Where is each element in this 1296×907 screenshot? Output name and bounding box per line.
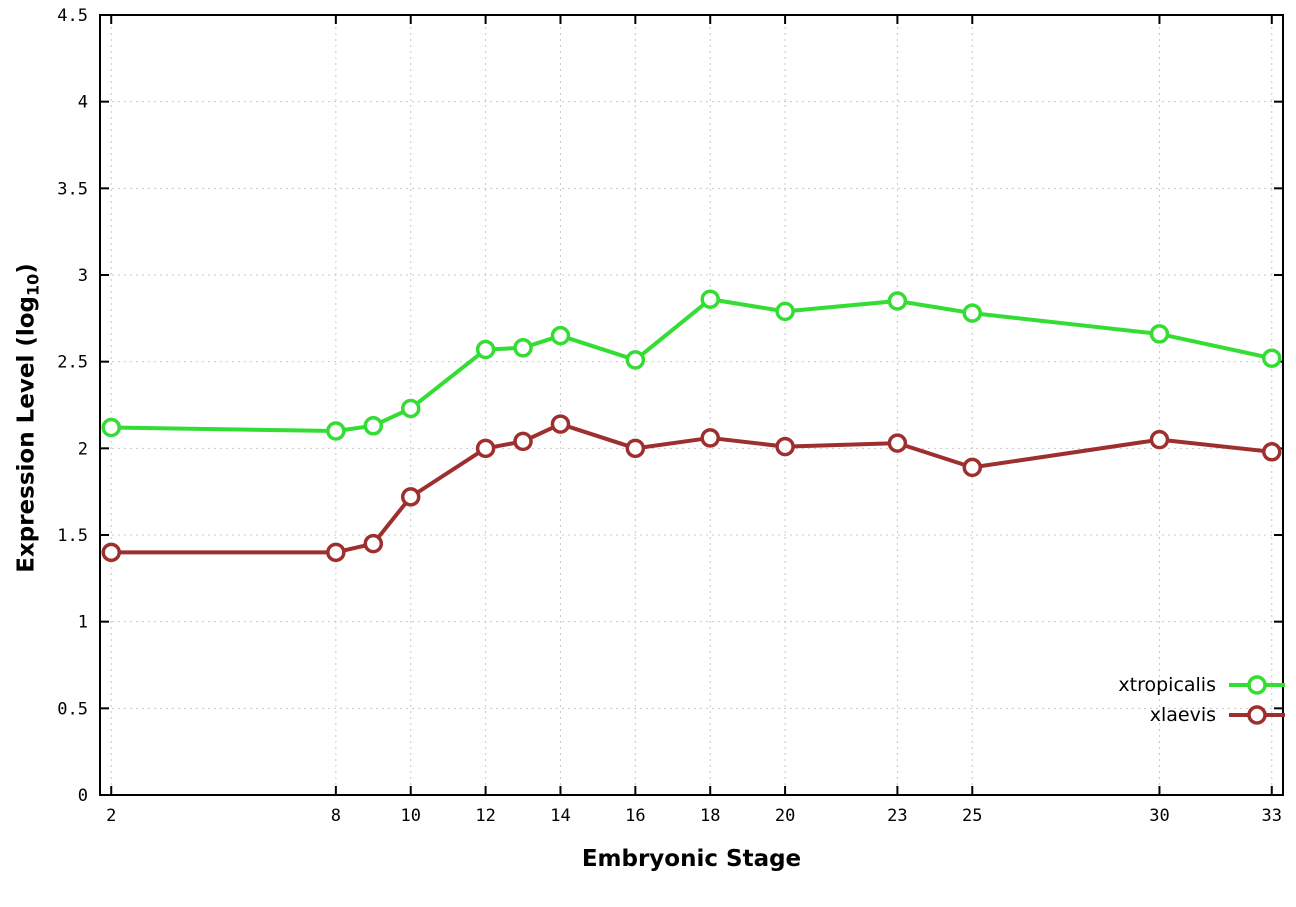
svg-text:2: 2 <box>106 806 116 826</box>
svg-text:16: 16 <box>625 806 645 826</box>
svg-text:20: 20 <box>775 806 795 826</box>
y-axis-title-prefix: Expression Level (log <box>13 295 40 573</box>
legend-label: xtropicalis <box>1118 674 1216 696</box>
svg-text:4: 4 <box>78 93 88 113</box>
svg-text:3: 3 <box>78 266 88 286</box>
y-tick-labels: 0 0.5 1 1.5 2 2.5 3 3.5 4 4.5 <box>57 6 88 806</box>
svg-text:8: 8 <box>331 806 341 826</box>
svg-text:4.5: 4.5 <box>57 6 88 26</box>
tick-marks <box>100 14 1283 796</box>
gridlines <box>100 15 1283 795</box>
legend: xtropicalis xlaevis <box>1118 674 1286 726</box>
svg-text:25: 25 <box>962 806 982 826</box>
svg-text:14: 14 <box>550 806 570 826</box>
legend-sample-line-icon <box>1229 705 1285 725</box>
svg-text:2: 2 <box>78 439 88 459</box>
y-axis-title-suffix: ) <box>13 263 40 274</box>
svg-text:3.5: 3.5 <box>57 179 88 199</box>
series-xtropicalis <box>101 289 1282 441</box>
svg-text:1.5: 1.5 <box>57 526 88 546</box>
svg-text:30: 30 <box>1149 806 1169 826</box>
svg-text:33: 33 <box>1262 806 1282 826</box>
y-axis-title-subscript: 10 <box>23 273 43 296</box>
svg-text:0.5: 0.5 <box>57 699 88 719</box>
series-xlaevis <box>101 414 1282 563</box>
x-axis-title: Embryonic Stage <box>581 846 802 872</box>
svg-text:1: 1 <box>78 613 88 633</box>
svg-text:18: 18 <box>700 806 720 826</box>
svg-text:0: 0 <box>78 786 88 806</box>
svg-text:23: 23 <box>887 806 907 826</box>
svg-text:2.5: 2.5 <box>57 353 88 373</box>
legend-label: xlaevis <box>1149 704 1216 726</box>
plot-border <box>99 14 1284 796</box>
svg-text:10: 10 <box>400 806 420 826</box>
legend-item-xlaevis: xlaevis <box>1118 704 1286 726</box>
svg-text:12: 12 <box>475 806 495 826</box>
legend-sample-line-icon <box>1229 675 1285 695</box>
y-axis-title: Expression Level (log10) <box>14 263 43 573</box>
x-tick-labels: 2 8 10 12 14 16 18 20 23 25 30 33 <box>106 806 1282 826</box>
legend-item-xtropicalis: xtropicalis <box>1118 674 1286 696</box>
